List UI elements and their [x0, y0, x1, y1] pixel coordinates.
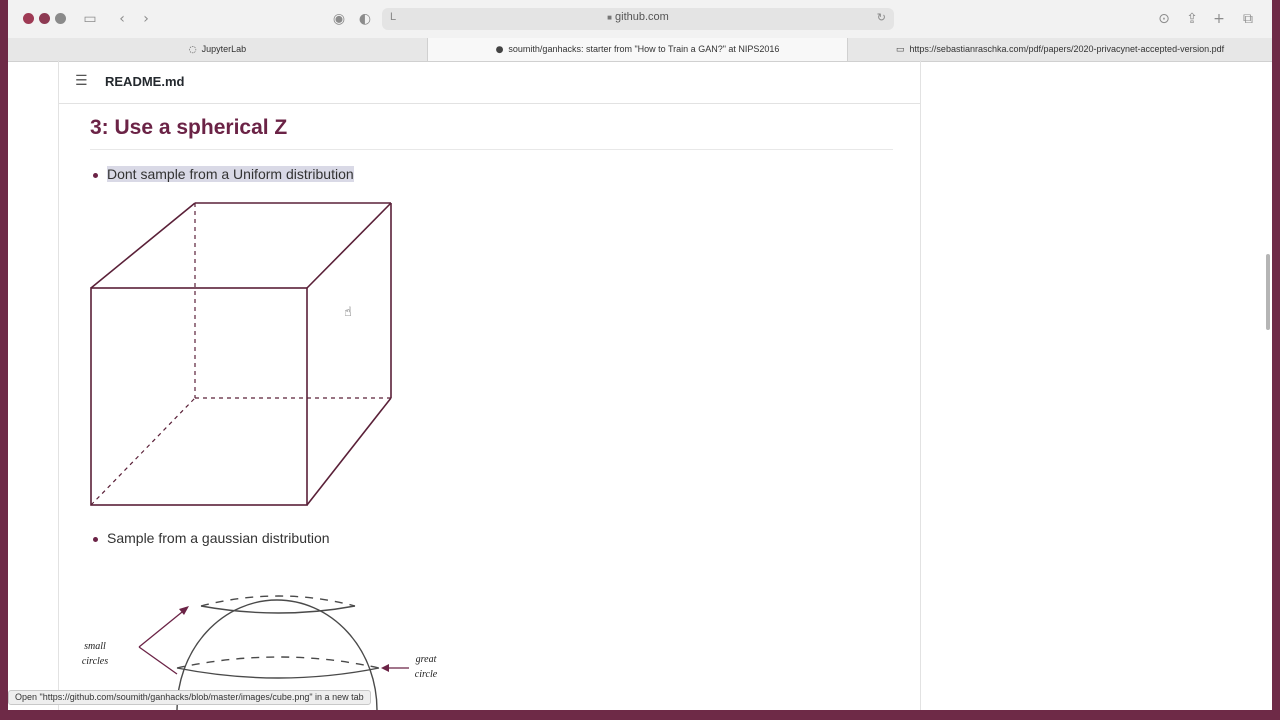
bullet-gaussian-text: Sample from a gaussian distribution — [107, 530, 330, 546]
arrowhead — [179, 606, 189, 615]
address-text: github.com — [615, 11, 669, 23]
readme-title: README.md — [105, 74, 185, 89]
new-tab-icon[interactable]: + — [1213, 11, 1225, 27]
pointer-cursor-icon: ☝ — [344, 305, 352, 320]
maximize-window-button[interactable] — [55, 13, 66, 24]
great-circle-label: great circle — [414, 654, 438, 680]
tab-bar: ◌ JupyterLab ● soumith/ganhacks: starter f… — [8, 38, 1272, 62]
tab-pdf[interactable]: ▭ https://sebastianraschka.com/pdf/papers… — [848, 38, 1272, 61]
tab-ganhacks[interactable]: ● soumith/ganhacks: starter from "How to … — [428, 38, 848, 61]
share-icon[interactable]: ⇪ — [1186, 11, 1198, 27]
tab-label: soumith/ganhacks: starter from "How to T… — [508, 44, 780, 54]
readme-container: ☰ README.md 3: Use a spherical Z Dont sa… — [58, 60, 921, 710]
back-icon[interactable]: ‹ — [119, 11, 125, 27]
sphere-image[interactable] — [79, 560, 439, 710]
page-settings-icon[interactable]: L — [390, 11, 397, 23]
great-circle-back — [176, 656, 380, 669]
tab-jupyterlab[interactable]: ◌ JupyterLab — [8, 38, 428, 61]
outline-list-icon[interactable]: ☰ — [75, 73, 88, 89]
browser-window: ▭ ‹ › ◉ ◐ L ■ github.com ↻ ⊙ ⇪ + ⧉ ◌ Jupyt… — [8, 0, 1272, 710]
great-circle-front — [176, 667, 380, 679]
cube-image[interactable] — [89, 200, 395, 508]
pdf-icon: ▭ — [895, 45, 905, 55]
sphere-outline — [176, 599, 378, 710]
cube-hidden-edge — [90, 397, 196, 506]
small-circle-arrow — [138, 646, 178, 675]
browser-toolbar: ▭ ‹ › ◉ ◐ L ■ github.com ↻ ⊙ ⇪ + ⧉ — [8, 0, 1272, 38]
cube-edge — [306, 397, 392, 506]
close-window-button[interactable] — [23, 13, 34, 24]
section-heading: 3: Use a spherical Z — [90, 116, 288, 139]
cube-edge — [90, 202, 196, 289]
small-circle-front — [200, 605, 356, 614]
tab-overview-icon[interactable]: ⧉ — [1243, 11, 1253, 27]
reload-icon[interactable]: ↻ — [876, 11, 886, 24]
bullet-uniform: Dont sample from a Uniform distribution — [93, 166, 354, 182]
small-circles-label: small circles — [81, 641, 109, 667]
sidebar-toggle-icon[interactable]: ▭ — [83, 11, 97, 27]
cube-edge — [306, 202, 392, 289]
downloads-icon[interactable]: ⊙ — [1158, 11, 1170, 27]
address-bar[interactable]: L ■ github.com ↻ — [382, 8, 894, 30]
forward-icon[interactable]: › — [143, 11, 149, 27]
small-circle-back — [200, 595, 356, 607]
arrowhead — [381, 664, 389, 672]
readme-header: ☰ README.md — [59, 60, 921, 104]
small-circle-arrow — [138, 607, 188, 648]
page-content: ☰ README.md 3: Use a spherical Z Dont sa… — [8, 60, 1272, 710]
minimize-window-button[interactable] — [39, 13, 50, 24]
tab-label: JupyterLab — [201, 44, 247, 54]
shield-icon[interactable]: ◐ — [358, 11, 372, 27]
jupyter-icon: ◌ — [188, 45, 197, 55]
vertical-scrollbar[interactable] — [1266, 254, 1270, 330]
bullet-uniform-text: Dont sample from a Uniform distribution — [107, 166, 354, 182]
heading-divider — [90, 149, 893, 150]
bullet-gaussian: Sample from a gaussian distribution — [93, 530, 330, 546]
cube-front-face — [90, 287, 308, 506]
tab-label: https://sebastianraschka.com/pdf/papers/… — [909, 44, 1225, 54]
link-status-bar: Open "https://github.com/soumith/ganhack… — [8, 690, 371, 705]
privacy-report-icon[interactable]: ◉ — [332, 11, 346, 27]
github-icon: ● — [495, 45, 504, 55]
lock-icon: ■ — [607, 13, 613, 22]
